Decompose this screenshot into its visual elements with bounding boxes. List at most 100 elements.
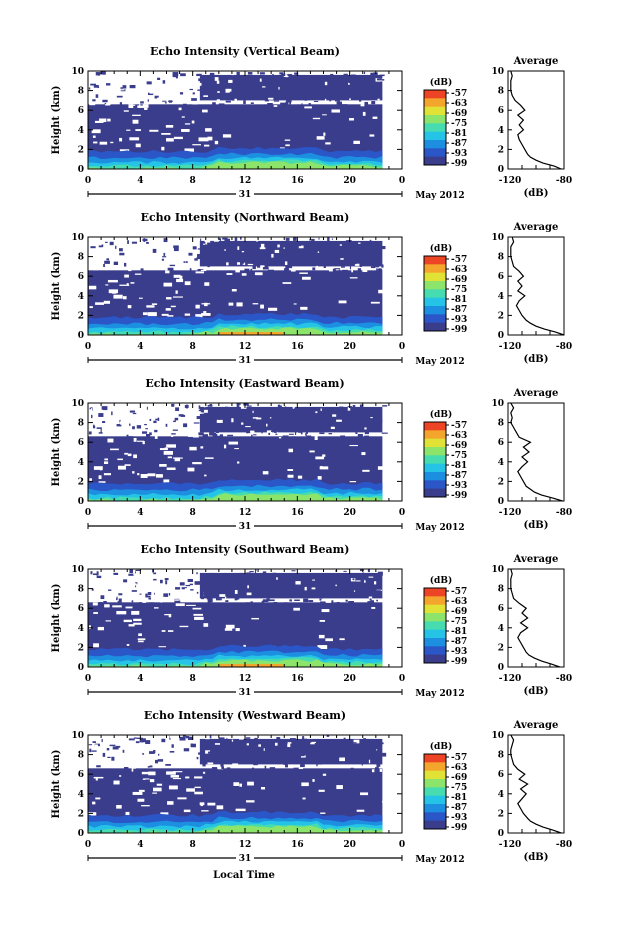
echo-cell [121, 745, 128, 749]
echo-gap [207, 802, 216, 806]
echo-cell [277, 258, 281, 262]
echo-cell [322, 577, 325, 580]
echo-cell [228, 578, 231, 581]
echo-cell [172, 72, 179, 76]
echo-gap [149, 779, 155, 783]
echo-cell [122, 85, 127, 89]
echo-cell [92, 267, 99, 271]
echo-cell [158, 433, 160, 436]
echo-cell [132, 767, 136, 769]
average-profile-line [510, 734, 562, 834]
echo-cell [329, 93, 331, 96]
echo-gap [282, 282, 292, 284]
echo-cell [279, 90, 282, 95]
x-tick-label: 0 [399, 508, 405, 518]
echo-cell [220, 743, 226, 746]
echo-cell [324, 754, 327, 757]
echo-cell [315, 592, 322, 596]
echo-cell [316, 762, 318, 767]
echo-cell [208, 768, 211, 770]
echo-gap [322, 773, 327, 776]
echo-cell [341, 266, 345, 268]
echo-cell [260, 243, 265, 248]
echo-cell [266, 271, 273, 273]
echo-cell [190, 589, 194, 591]
echo-cell [288, 748, 291, 752]
echo-cell [310, 88, 313, 91]
echo-cell [359, 752, 366, 757]
y-tick-label: 0 [78, 331, 84, 341]
echo-gap [173, 274, 181, 278]
echo-cell [283, 247, 285, 249]
echo-cell [136, 425, 142, 429]
echo-cell [240, 752, 244, 754]
colorbar-segment [424, 281, 446, 290]
echo-gap [194, 791, 203, 795]
echo-gap [361, 452, 366, 456]
average-title: Average [513, 388, 559, 399]
echo-cell [241, 422, 244, 425]
avg-x-axis-label: (dB) [524, 354, 549, 365]
echo-gap [123, 110, 129, 112]
echo-cell [350, 253, 353, 257]
colorbar-label: -69 [451, 441, 467, 451]
echo-cell [106, 258, 110, 261]
echo-cell [317, 749, 321, 752]
echo-cell [149, 254, 155, 258]
echo-cell [356, 259, 360, 263]
echo-cell [167, 745, 169, 749]
echo-cell [277, 244, 280, 248]
echo-cell [249, 570, 254, 573]
echo-gap [164, 614, 171, 616]
echo-cell [149, 591, 155, 595]
y-tick-label: 6 [78, 770, 84, 780]
echo-cell [291, 742, 294, 745]
echo-gap [166, 467, 176, 470]
echo-gap [93, 141, 98, 144]
echo-cell [236, 597, 240, 600]
y-tick-label: 0 [78, 663, 84, 673]
echo-cell [150, 82, 154, 85]
echo-cell [336, 419, 342, 422]
echo-gap [184, 281, 191, 286]
echo-cell [270, 257, 274, 260]
echo-cell [231, 418, 234, 423]
x-tick-label: 16 [291, 674, 304, 684]
echo-cell [212, 433, 218, 437]
date-label-bg [236, 521, 254, 530]
echo-cell [235, 268, 240, 273]
echo-gap [144, 107, 148, 110]
echo-cell [367, 601, 371, 605]
echo-cell [278, 437, 282, 439]
echo-cell [128, 573, 134, 576]
echo-gap [92, 801, 96, 805]
colorbar-label: -99 [451, 491, 467, 501]
echo-cell [259, 72, 265, 75]
echo-cell [352, 404, 356, 408]
echo-gap [349, 444, 358, 447]
echo-gap [119, 775, 122, 777]
echo-cell [128, 104, 134, 109]
echo-cell [236, 71, 240, 76]
echo-gap [137, 473, 140, 476]
echo-cell [216, 75, 222, 78]
colorbar-label: -87 [451, 305, 467, 315]
echo-cell [135, 741, 140, 744]
x-tick-label: 0 [399, 674, 405, 684]
echo-gap [88, 285, 97, 290]
echo-cell [299, 259, 301, 263]
echo-cell [313, 747, 317, 751]
day-label: 31 [239, 190, 252, 200]
echo-gap [233, 782, 240, 786]
echo-cell [185, 584, 191, 587]
echo-gap [168, 613, 172, 618]
echo-cell [293, 81, 296, 85]
echo-cell [312, 752, 314, 755]
colorbar-segment [424, 779, 446, 788]
avg-y-tick-label: 10 [491, 731, 504, 741]
echo-gap [235, 808, 246, 812]
echo-cell [187, 578, 193, 583]
echo-cell [131, 78, 138, 83]
echo-cell [271, 260, 276, 263]
echo-gap [214, 140, 219, 145]
